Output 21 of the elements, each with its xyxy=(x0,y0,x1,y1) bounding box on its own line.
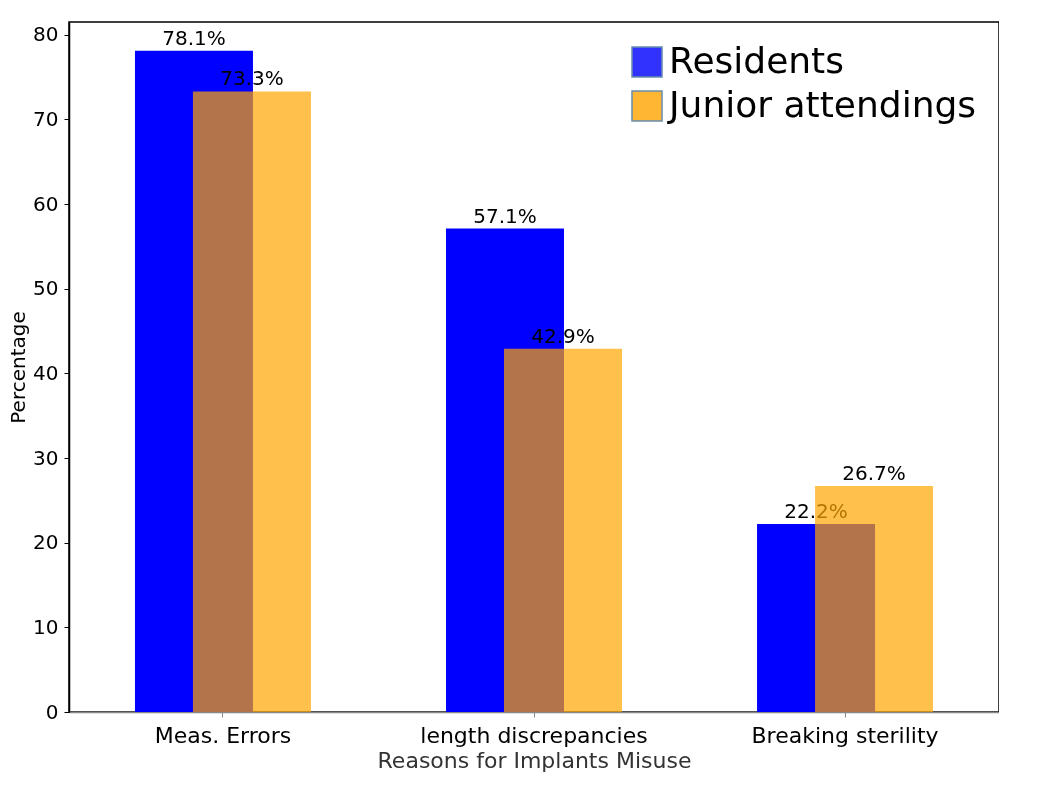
y-tick-label: 40 xyxy=(33,360,59,385)
data-label: 57.1% xyxy=(473,203,537,228)
data-label: 26.7% xyxy=(842,460,906,485)
y-axis-title: Percentage xyxy=(6,311,31,424)
x-tick-label: Breaking sterility xyxy=(751,722,939,748)
y-tick-label: 20 xyxy=(33,530,59,555)
x-axis-title: Reasons for Implants Misuse xyxy=(377,747,692,773)
y-tick-label: 0 xyxy=(45,699,59,724)
y-tick-label: 50 xyxy=(33,276,59,301)
legend-label: Residents xyxy=(669,40,844,81)
y-tick-label: 70 xyxy=(33,106,59,131)
y-tick-label: 80 xyxy=(33,22,59,47)
x-tick-label: Meas. Errors xyxy=(154,722,292,748)
legend-label: Junior attendings xyxy=(667,84,977,125)
bar xyxy=(504,348,622,712)
data-label: 78.1% xyxy=(162,25,226,50)
y-tick-label: 60 xyxy=(33,191,59,216)
y-tick-label: 30 xyxy=(33,445,59,470)
bar xyxy=(192,91,311,712)
y-tick-label: 10 xyxy=(33,614,59,639)
x-tick-label: length discrepancies xyxy=(420,722,648,748)
